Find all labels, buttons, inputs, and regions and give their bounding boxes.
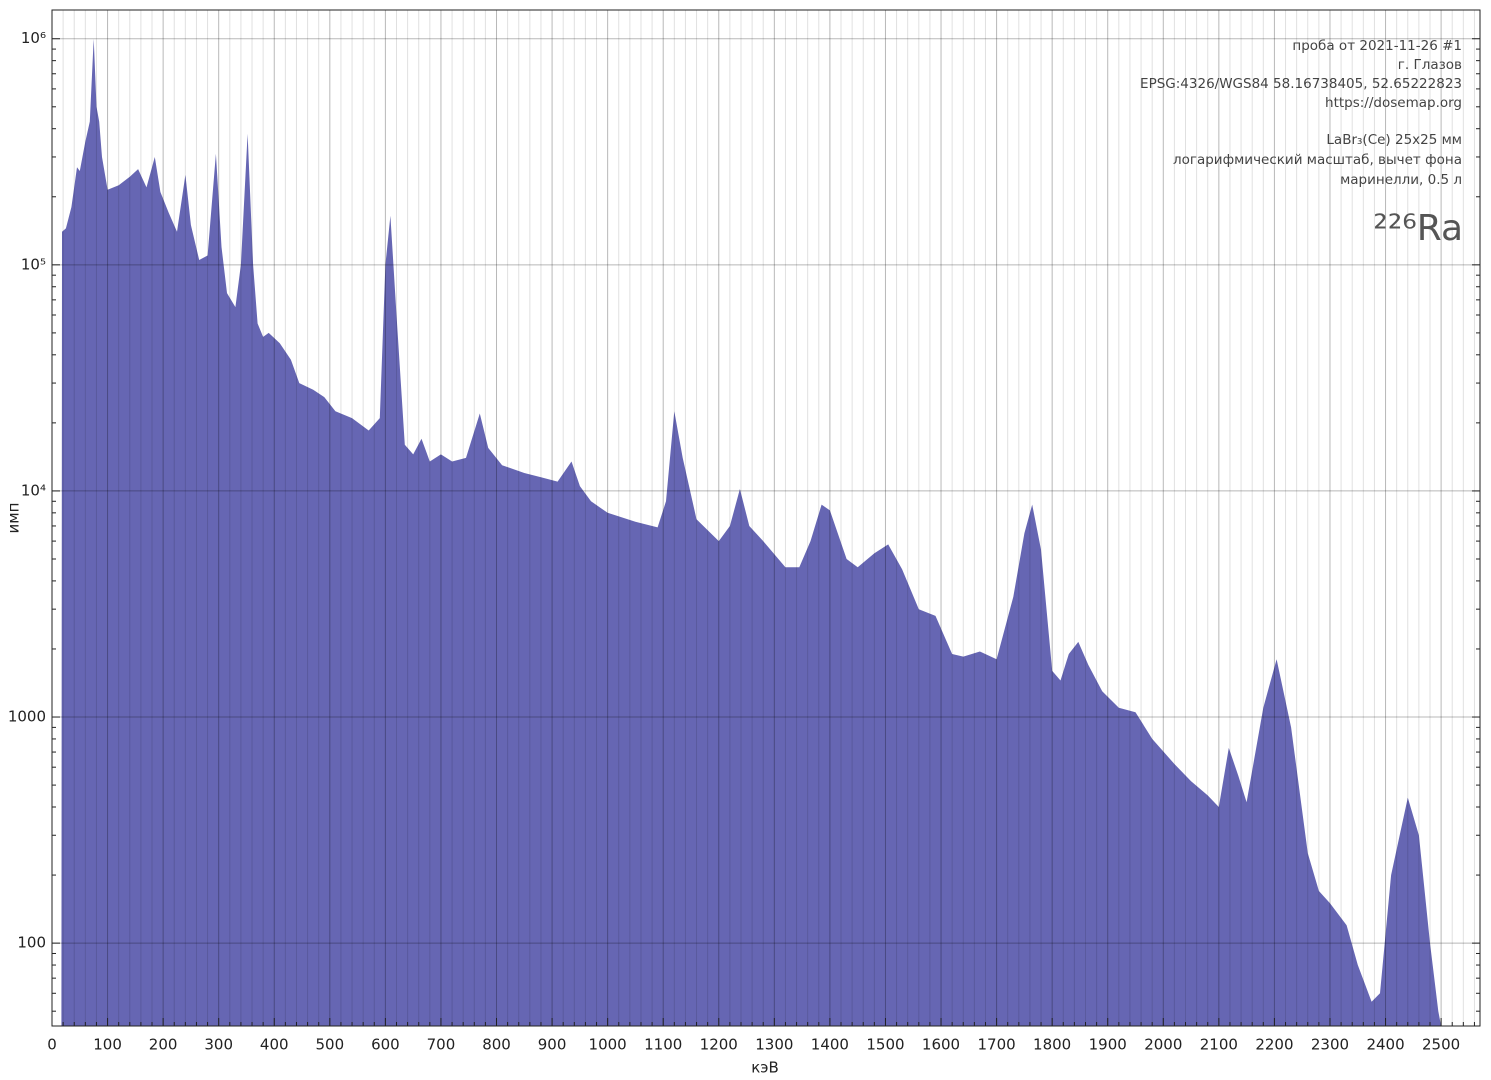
x-tick-label: 800 xyxy=(482,1036,511,1054)
x-tick-label: 1200 xyxy=(700,1036,738,1054)
annotation: логарифмический масштаб, вычет фона xyxy=(1173,152,1462,168)
spectrum-area xyxy=(61,38,1442,1026)
x-tick-label: 0 xyxy=(47,1036,57,1054)
annotation: LaBr₃(Ce) 25x25 мм xyxy=(1326,132,1462,148)
x-tick-label: 1100 xyxy=(644,1036,682,1054)
x-tick-label: 2400 xyxy=(1366,1036,1404,1054)
annotation: маринелли, 0.5 л xyxy=(1340,172,1462,188)
y-tick-label: 100 xyxy=(17,934,46,952)
x-tick-label: 1700 xyxy=(977,1036,1015,1054)
y-tick-label: 1000 xyxy=(8,708,46,726)
x-tick-label: 1000 xyxy=(589,1036,627,1054)
annotation: г. Глазов xyxy=(1398,57,1462,73)
plot-frame xyxy=(51,9,1481,1027)
x-tick-label: 1600 xyxy=(922,1036,960,1054)
x-tick-label: 600 xyxy=(371,1036,400,1054)
x-tick-label: 1400 xyxy=(811,1036,849,1054)
x-tick-label: 1500 xyxy=(866,1036,904,1054)
x-tick-label: 200 xyxy=(149,1036,178,1054)
x-tick-label: 2000 xyxy=(1144,1036,1182,1054)
annotation: проба от 2021-11-26 #1 xyxy=(1292,38,1462,54)
x-tick-label: 2500 xyxy=(1422,1036,1460,1054)
x-tick-label: 700 xyxy=(427,1036,456,1054)
x-tick-label: 100 xyxy=(93,1036,122,1054)
x-axis-label: кэВ xyxy=(751,1059,779,1077)
y-axis-label: имп xyxy=(5,503,23,534)
annotation: https://dosemap.org xyxy=(1325,95,1462,111)
annotation: EPSG:4326/WGS84 58.16738405, 52.65222823 xyxy=(1140,76,1462,92)
x-tick-label: 2200 xyxy=(1255,1036,1293,1054)
x-tick-label: 2100 xyxy=(1200,1036,1238,1054)
x-tick-label: 1900 xyxy=(1089,1036,1127,1054)
x-tick-label: 1300 xyxy=(755,1036,793,1054)
x-tick-label: 500 xyxy=(316,1036,345,1054)
y-tick-label: 10⁵ xyxy=(21,255,46,273)
x-tick-label: 300 xyxy=(204,1036,233,1054)
x-tick-label: 900 xyxy=(538,1036,567,1054)
isotope-label: ²²⁶Ra xyxy=(1373,208,1463,249)
x-tick-label: 2300 xyxy=(1311,1036,1349,1054)
x-tick-label: 400 xyxy=(260,1036,289,1054)
y-tick-label: 10⁴ xyxy=(21,481,46,499)
y-tick-label: 10⁶ xyxy=(21,29,46,47)
x-tick-label: 1800 xyxy=(1033,1036,1071,1054)
